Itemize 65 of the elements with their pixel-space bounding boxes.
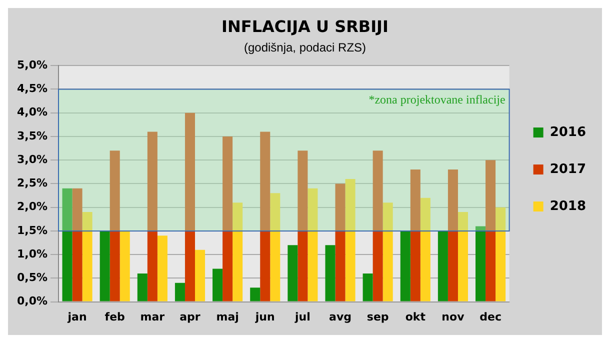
x-tick-label: okt [405, 310, 426, 324]
bar [298, 150, 308, 302]
bar [372, 150, 383, 302]
y-tick-label: 5,0% [16, 58, 48, 72]
legend-label: 2017 [550, 162, 586, 177]
y-tick-label: 4,0% [16, 106, 48, 119]
x-tick-label: feb [104, 310, 126, 324]
bar [222, 136, 233, 302]
bar [62, 188, 72, 302]
bar [448, 170, 458, 302]
x-tick-label: avg [329, 310, 352, 324]
y-tick-label: 3,0% [16, 152, 48, 166]
bar [400, 230, 410, 302]
bar [184, 112, 196, 302]
chart-subtitle: (godišnja, podaci RZS) [244, 40, 366, 55]
y-tick-label: 2,0% [16, 200, 48, 214]
y-tick-label: 4,5% [16, 82, 48, 96]
y-tick-label: 1,5% [16, 224, 48, 237]
bar [174, 282, 185, 302]
bar [496, 207, 506, 302]
bar [335, 184, 346, 302]
bar [260, 132, 270, 302]
bar [137, 273, 148, 302]
bar [232, 202, 243, 302]
bar [120, 230, 130, 302]
bar [362, 273, 373, 302]
bar [458, 212, 468, 302]
bar [72, 188, 82, 302]
bar [325, 245, 336, 302]
bar [195, 250, 206, 302]
x-tick-label: apr [180, 310, 201, 324]
bar [270, 193, 280, 302]
x-tick-label: dec [480, 310, 502, 324]
y-tick-label: 1,0% [16, 247, 48, 260]
x-tick-label: jul [294, 310, 310, 324]
bar [157, 236, 168, 302]
bar [486, 160, 496, 302]
bar [100, 230, 110, 302]
legend-label: 2018 [550, 198, 586, 214]
bar [382, 202, 393, 302]
x-tick-label: sep [366, 310, 389, 324]
bar [250, 288, 260, 302]
bar [110, 150, 120, 302]
y-tick-label: 2,5% [16, 176, 48, 190]
x-tick-label: nov [442, 310, 466, 324]
bar [212, 268, 223, 302]
bar [147, 132, 158, 302]
bar [410, 170, 420, 302]
legend-label: 2016 [550, 124, 586, 140]
x-tick-label: jun [254, 310, 275, 324]
chart-title: INFLACIJA U SRBIJI [222, 16, 388, 36]
band-label: *zona projektovane inflacije [368, 92, 506, 106]
x-tick-label: jan [66, 310, 87, 324]
bar [82, 212, 92, 302]
y-tick-label: 0,5% [16, 271, 48, 284]
bar [476, 226, 486, 302]
bar [345, 178, 356, 302]
bar [288, 245, 298, 302]
x-tick-label: maj [216, 310, 239, 324]
bar [308, 188, 318, 302]
y-tick-label: 0,0% [16, 294, 48, 308]
bar [438, 230, 448, 302]
x-tick-label: mar [140, 310, 166, 324]
bar [420, 198, 430, 302]
y-tick-label: 3,5% [16, 129, 48, 142]
